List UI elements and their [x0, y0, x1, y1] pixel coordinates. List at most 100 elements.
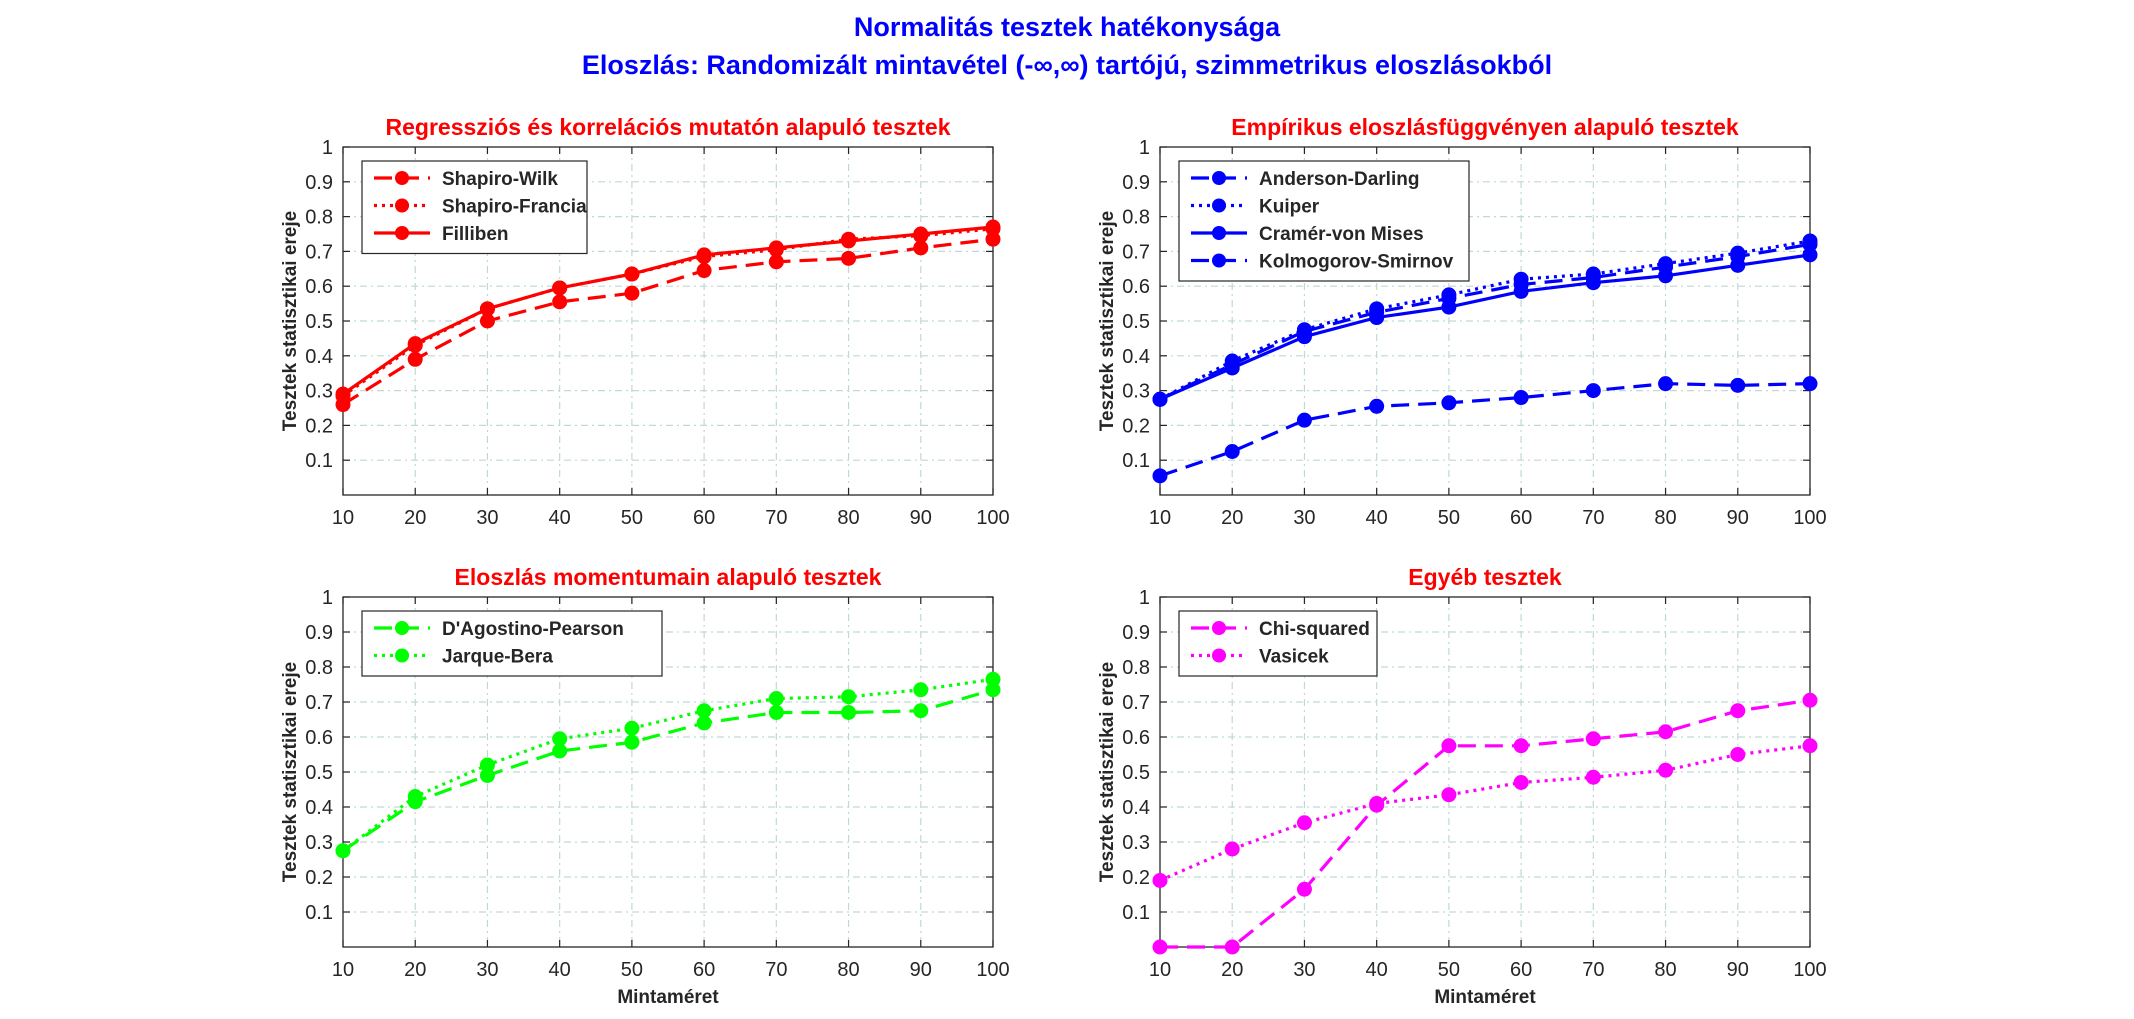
y-axis-label: Tesztek statisztikai ereje — [1097, 211, 1118, 431]
y-tick-label: 1 — [322, 587, 333, 609]
x-tick-label: 20 — [404, 507, 426, 529]
x-tick-label: 70 — [765, 507, 787, 529]
y-tick-label: 0.1 — [1122, 450, 1150, 472]
data-point — [1730, 257, 1746, 273]
data-point — [841, 250, 857, 266]
data-point — [1802, 376, 1818, 392]
x-tick-label: 50 — [1438, 507, 1460, 529]
legend-label: Filliben — [442, 224, 509, 245]
chart-title: Regressziós és korrelációs mutatón alapu… — [386, 114, 951, 140]
data-point — [841, 689, 857, 705]
figure-title-line1: Normalitás tesztek hatékonysága — [853, 12, 1281, 42]
data-point — [407, 351, 423, 367]
y-tick-label: 0.8 — [305, 207, 333, 229]
data-point — [1658, 762, 1674, 778]
y-tick-label: 1 — [1139, 587, 1150, 609]
y-tick-label: 0.2 — [1122, 415, 1150, 437]
y-tick-label: 0.2 — [305, 867, 333, 889]
x-tick-label: 10 — [1149, 959, 1171, 981]
x-tick-label: 50 — [1438, 959, 1460, 981]
chart-panel-3: 10 20 30 40 50 60 70 80 90 100 0.1 0.2 0.3 0.4 0.5 0.6 0… — [280, 564, 1010, 1008]
data-point — [624, 734, 640, 750]
legend-label: Kuiper — [1259, 197, 1320, 218]
data-point — [479, 757, 495, 773]
data-point — [1802, 247, 1818, 263]
data-point — [696, 703, 712, 719]
y-tick-label: 0.6 — [1122, 276, 1150, 298]
legend-box — [1178, 610, 1378, 677]
x-tick-label: 70 — [765, 959, 787, 981]
series-2 — [335, 671, 1001, 859]
y-axis-label: Tesztek statisztikai ereje — [1097, 662, 1118, 882]
data-point — [913, 226, 929, 242]
y-tick-label: 0.8 — [1122, 207, 1150, 229]
x-tick-label: 90 — [910, 507, 932, 529]
y-tick-label: 0.9 — [305, 622, 333, 644]
chart-panel-4: 10 20 30 40 50 60 70 80 90 100 0.1 0.2 0.3 0.4 0.5 0.6 0… — [1097, 564, 1827, 1008]
legend: Anderson-Darling Kuiper Cramér-von Mises Ko… — [1178, 160, 1470, 282]
x-axis-label: Mintaméret — [1434, 987, 1536, 1008]
data-point — [1369, 310, 1385, 326]
chart-panel-2: 10 20 30 40 50 60 70 80 90 100 0.1 0.2 0.3 0.4 0.5 0.6 0… — [1097, 114, 1827, 529]
x-tick-label: 20 — [1221, 507, 1243, 529]
data-point — [335, 843, 351, 859]
legend-swatch-marker — [1212, 198, 1226, 213]
legend-label: Chi-squared — [1259, 619, 1370, 640]
data-point — [985, 671, 1001, 687]
y-tick-label: 1 — [1139, 137, 1150, 159]
y-tick-label: 0.9 — [305, 172, 333, 194]
series-line — [342, 225, 994, 396]
data-point — [1513, 390, 1529, 406]
data-point — [696, 247, 712, 263]
data-point — [1658, 376, 1674, 392]
data-point — [1152, 873, 1168, 888]
data-point — [624, 285, 640, 301]
legend-label: Kolmogorov-Smirnov — [1259, 252, 1454, 273]
x-tick-label: 40 — [549, 959, 571, 981]
data-point — [1441, 738, 1457, 754]
data-point — [1296, 815, 1312, 831]
data-point — [1441, 395, 1457, 411]
x-tick-label: 50 — [621, 507, 643, 529]
data-point — [1513, 283, 1529, 299]
y-axis-label: Tesztek statisztikai ereje — [280, 662, 301, 882]
y-tick-label: 0.3 — [1122, 832, 1150, 854]
data-point — [1152, 468, 1168, 484]
x-tick-label: 80 — [1654, 959, 1676, 981]
legend-swatch-marker — [395, 621, 409, 635]
y-tick-label: 0.2 — [305, 415, 333, 437]
y-tick-label: 0.5 — [1122, 311, 1150, 333]
chart-title: Eloszlás momentumain alapuló tesztek — [455, 564, 882, 590]
data-point — [1224, 939, 1240, 955]
chart-panel-1: 10 20 30 40 50 60 70 80 90 100 0.1 0.2 0.3 0.4 0.5 0.6 0… — [280, 114, 1010, 529]
series-line — [1159, 242, 1811, 401]
data-point — [768, 705, 784, 720]
data-point — [552, 280, 568, 296]
y-tick-label: 0.5 — [1122, 762, 1150, 784]
legend-swatch-marker — [395, 648, 409, 663]
data-point — [841, 705, 857, 720]
series-4 — [1152, 376, 1818, 484]
data-point — [624, 266, 640, 282]
series-1 — [335, 682, 1001, 859]
x-tick-label: 20 — [1221, 959, 1243, 981]
series-line — [1159, 253, 1811, 401]
y-tick-label: 0.3 — [1122, 381, 1150, 403]
data-point — [1802, 738, 1818, 754]
y-tick-label: 0.3 — [305, 832, 333, 854]
y-tick-label: 0.1 — [305, 902, 333, 924]
y-tick-label: 0.6 — [305, 276, 333, 298]
data-point — [1802, 692, 1818, 708]
data-point — [1369, 398, 1385, 414]
data-point — [1296, 412, 1312, 428]
y-tick-label: 0.5 — [305, 311, 333, 333]
x-tick-label: 50 — [621, 959, 643, 981]
legend: Chi-squared Vasicek — [1178, 610, 1378, 677]
data-point — [1730, 703, 1746, 719]
y-tick-label: 0.5 — [305, 762, 333, 784]
x-tick-label: 100 — [976, 507, 1009, 529]
data-point — [1658, 724, 1674, 740]
x-tick-label: 60 — [1510, 959, 1532, 981]
series-line — [342, 237, 994, 406]
